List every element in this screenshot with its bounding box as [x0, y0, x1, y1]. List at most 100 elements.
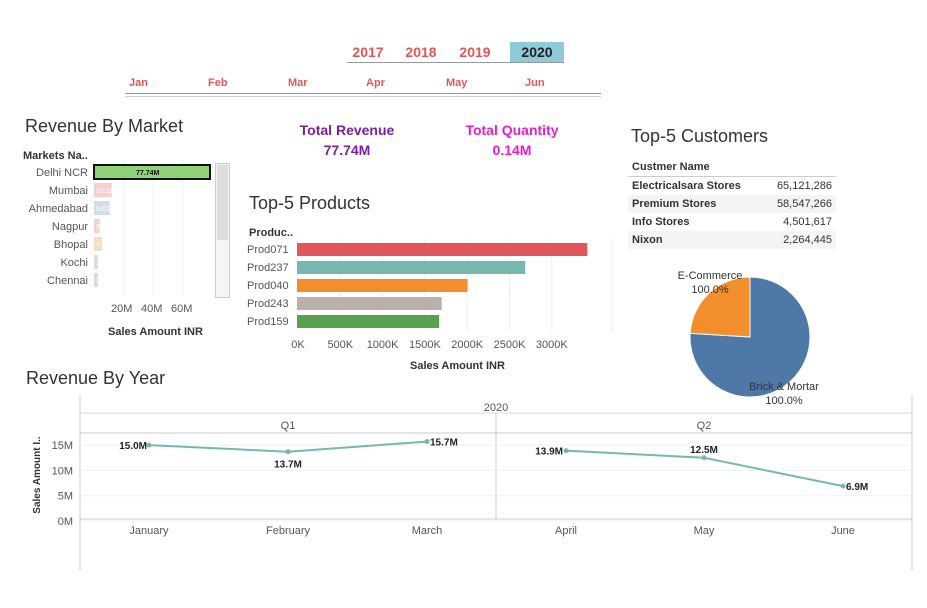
table-row[interactable]: Premium Stores 58,547,266	[628, 195, 836, 213]
customer-name: Electricalsara Stores	[632, 180, 741, 192]
products-bar-chart: 0K 500K 1000K 1500K 2000K 2500K 3000K Prod071 Pr…	[247, 238, 613, 350]
month-tab-may[interactable]: May	[446, 77, 468, 89]
month-x-tick: March	[412, 525, 443, 537]
pie-label: E-Commerce	[678, 270, 743, 282]
year-y-tick: 10M	[52, 465, 73, 477]
table-row[interactable]: Info Stores 4,501,617	[628, 213, 836, 231]
market-label[interactable]: Bhopal	[53, 239, 88, 251]
customers-title: Top-5 Customers	[631, 126, 769, 146]
products-x-tick: 500K	[327, 339, 353, 350]
year-y-tick: 15M	[52, 440, 73, 452]
product-bar[interactable]	[297, 261, 526, 274]
product-label[interactable]: Prod237	[247, 262, 289, 274]
month-tab-jun[interactable]: Jun	[525, 77, 545, 89]
market-label[interactable]: Delhi NCR	[36, 167, 88, 179]
customers-header-row: Custmer Name	[628, 158, 836, 177]
products-x-tick: 2000K	[451, 339, 483, 350]
market-label[interactable]: Nagpur	[51, 221, 88, 233]
pie-slice[interactable]	[689, 276, 751, 338]
market-bar[interactable]	[93, 164, 211, 180]
market-bar[interactable]	[94, 201, 110, 215]
year-y-axis-title: Sales Amount I..	[32, 436, 43, 514]
product-label[interactable]: Prod040	[247, 280, 289, 292]
line-point[interactable]	[424, 439, 430, 445]
line-point[interactable]	[840, 483, 846, 489]
line-point[interactable]	[285, 449, 291, 455]
line-point[interactable]	[146, 442, 152, 448]
year-line-chart: 2020 Q1 Q2 15M 10M 5M 0M Sales Amount I.. 15.0M J…	[32, 395, 913, 570]
market-bar-label: 4.66M	[96, 242, 116, 249]
month-filter-underline	[125, 93, 601, 94]
product-bar[interactable]	[297, 297, 442, 310]
market-bar[interactable]	[94, 273, 98, 287]
customers-table: Custmer Name Electricalsara Stores 65,121…	[628, 158, 836, 249]
market-bar[interactable]	[94, 237, 103, 251]
product-label[interactable]: Prod071	[247, 244, 289, 256]
market-bar-chart: 77.74M 10.18M 9.01M 3.25M 4.66M 1.73M 1.46M	[93, 160, 211, 296]
product-label[interactable]: Prod243	[247, 298, 289, 310]
line-point-label: 12.5M	[690, 445, 718, 456]
product-label[interactable]: Prod159	[247, 316, 289, 328]
market-x-tick: 20M	[111, 303, 133, 315]
quarter-label: Q1	[281, 420, 296, 432]
market-label[interactable]: Ahmedabad	[28, 203, 88, 215]
channel-pie-chart: E-Commerce 100.0% Brick & Mortar 100.0%	[678, 270, 820, 407]
market-label[interactable]: Mumbai	[48, 185, 88, 197]
year-chart-title: Revenue By Year	[26, 368, 166, 388]
products-column-header: Produc..	[249, 227, 294, 239]
quarter-label: Q2	[697, 420, 712, 432]
table-row[interactable]: Nixon 2,264,445	[628, 231, 836, 249]
market-bar-label: 1.46M	[96, 278, 116, 285]
market-bar-label: 10.18M	[96, 188, 120, 195]
product-bar[interactable]	[297, 243, 588, 256]
month-x-tick: January	[129, 525, 169, 537]
total-quantity-value: 0.14M	[492, 142, 532, 158]
market-x-tick: 40M	[141, 303, 163, 315]
product-bar[interactable]	[297, 279, 468, 292]
market-bar[interactable]	[94, 255, 98, 269]
market-bar[interactable]	[94, 219, 100, 233]
pie-pct-label: 100.0%	[691, 284, 729, 296]
line-point-label: 13.9M	[535, 447, 563, 458]
customer-name: Nixon	[628, 231, 764, 249]
total-quantity-label: Total Quantity	[465, 122, 559, 138]
year-tab-2017[interactable]: 2017	[352, 44, 384, 60]
year-tab-2019[interactable]: 2019	[459, 44, 491, 60]
total-revenue-label: Total Revenue	[299, 122, 395, 138]
market-label[interactable]: Kochi	[60, 257, 88, 269]
line-point[interactable]	[701, 455, 707, 461]
month-tab-jan[interactable]: Jan	[129, 77, 148, 89]
month-x-tick: May	[694, 525, 715, 537]
customer-name: Premium Stores	[628, 195, 764, 213]
month-x-tick: February	[266, 525, 311, 537]
market-x-tick: 60M	[171, 303, 193, 315]
market-scrollbar[interactable]	[215, 163, 230, 298]
year-filter-underline	[347, 62, 564, 63]
month-tab-apr[interactable]: Apr	[366, 77, 385, 89]
customer-name: Info Stores	[632, 216, 690, 228]
market-scrollbar-thumb[interactable]	[217, 165, 228, 240]
total-revenue-value: 77.74M	[323, 142, 371, 158]
customer-name-header: Custmer Name	[628, 158, 836, 177]
market-column-header: Markets Na..	[23, 150, 88, 162]
market-bar[interactable]	[94, 183, 112, 197]
month-filter-underline-2	[125, 96, 601, 97]
table-row[interactable]: Electricalsara Stores 65,121,286	[628, 177, 836, 196]
product-bar[interactable]	[297, 315, 440, 328]
year-y-tick: 5M	[58, 491, 73, 503]
month-tab-mar[interactable]: Mar	[288, 77, 308, 89]
market-bar-label: 9.01M	[96, 206, 116, 213]
market-bar-label: 3.25M	[96, 224, 116, 231]
year-tab-2018[interactable]: 2018	[405, 44, 437, 60]
market-bar-label: 77.74M	[136, 170, 160, 177]
month-tab-feb[interactable]: Feb	[208, 77, 228, 89]
customer-value: 58,547,266	[763, 195, 836, 213]
line-point-label: 15.7M	[430, 438, 458, 449]
market-label[interactable]: Chennai	[47, 275, 88, 287]
products-x-tick: 1500K	[409, 339, 441, 350]
year-tab-2020[interactable]: 2020	[510, 42, 564, 62]
market-x-axis-title: Sales Amount INR	[108, 326, 203, 338]
products-x-axis-title: Sales Amount INR	[410, 360, 505, 372]
pie-label: Brick & Mortar	[749, 381, 819, 393]
line-point[interactable]	[563, 448, 569, 454]
